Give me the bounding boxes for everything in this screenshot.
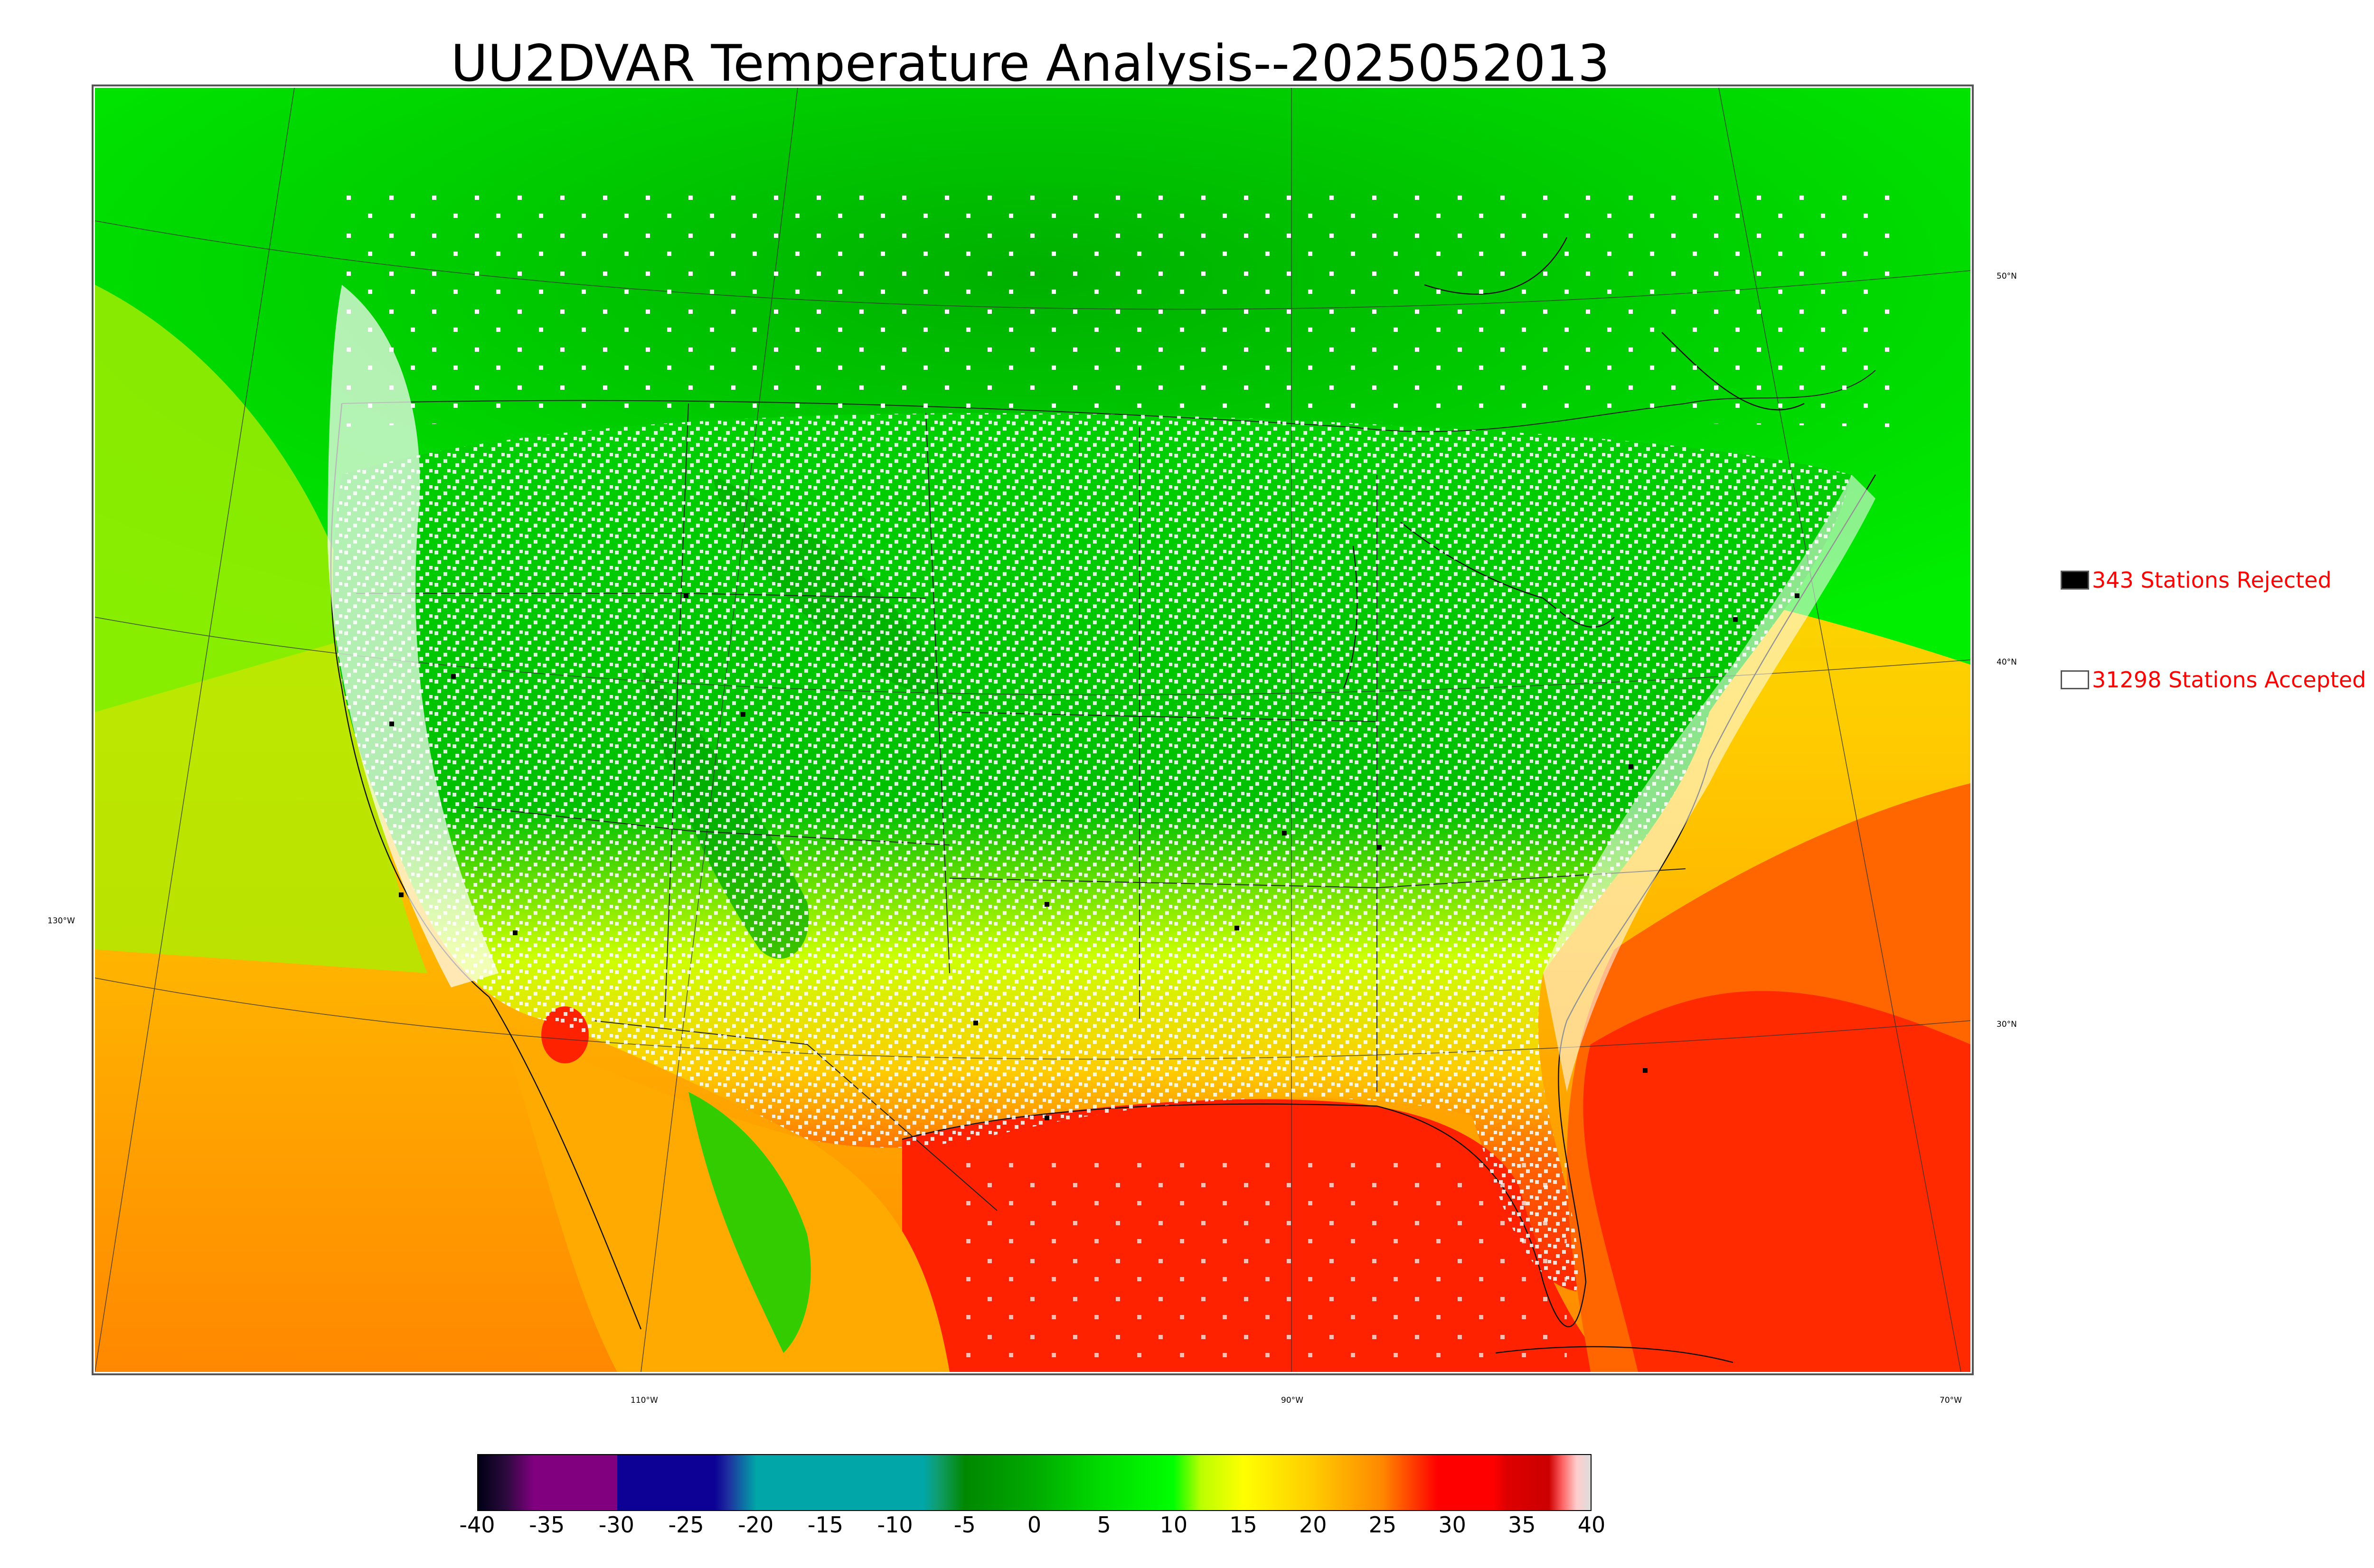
- rejected-swatch: [2061, 571, 2089, 590]
- colorbar-tick-label: -40: [459, 1512, 495, 1538]
- colorbar-tick-label: 20: [1299, 1512, 1327, 1538]
- colorbar-tick-label: 0: [1027, 1512, 1042, 1538]
- colorbar-tick-label: 25: [1368, 1512, 1397, 1538]
- longitude-label-70w: 70°W: [1940, 1396, 1962, 1405]
- colorbar-tick-label: 10: [1159, 1512, 1188, 1538]
- colorbar-tick-label: -35: [529, 1512, 565, 1538]
- latitude-label-40n: 40°N: [1997, 657, 2017, 667]
- accepted-label: 31298 Stations Accepted: [2092, 667, 2366, 693]
- colorbar-tick-label: -10: [877, 1512, 913, 1538]
- longitude-label-110w: 110°W: [631, 1396, 658, 1405]
- colorbar-tick-label: 35: [1508, 1512, 1536, 1538]
- colorbar-tick-label: 5: [1097, 1512, 1111, 1538]
- accepted-stations-sparse: [332, 190, 1899, 427]
- colorbar-tick-label: -30: [598, 1512, 634, 1538]
- longitude-label-130w: 130°W: [47, 916, 75, 926]
- temperature-colorbar: [477, 1454, 1592, 1511]
- colorbar-tick-label: -5: [953, 1512, 976, 1538]
- accepted-stations: [332, 413, 1852, 1291]
- colorbar-tick-label: -25: [668, 1512, 704, 1538]
- legend-accepted: 31298 Stations Accepted: [2061, 667, 2366, 693]
- latitude-label-30n: 30°N: [1997, 1020, 2017, 1029]
- latitude-label-50n: 50°N: [1997, 272, 2017, 281]
- rejected-stations: [389, 593, 1799, 1120]
- legend-rejected: 343 Stations Rejected: [2061, 567, 2332, 593]
- longitude-label-90w: 90°W: [1281, 1396, 1303, 1405]
- pacific-coast-field: [95, 285, 427, 973]
- map-title: UU2DVAR Temperature Analysis--2025052013: [451, 34, 1610, 93]
- colorbar-tick-label: 40: [1577, 1512, 1606, 1538]
- accepted-swatch: [2061, 670, 2089, 689]
- rejected-label: 343 Stations Rejected: [2092, 567, 2332, 593]
- colorbar-tick-label: 30: [1438, 1512, 1466, 1538]
- colorbar-tick-label: -15: [807, 1512, 844, 1538]
- colorbar-tick-label: -20: [738, 1512, 774, 1538]
- colorbar-tick-label: 15: [1229, 1512, 1257, 1538]
